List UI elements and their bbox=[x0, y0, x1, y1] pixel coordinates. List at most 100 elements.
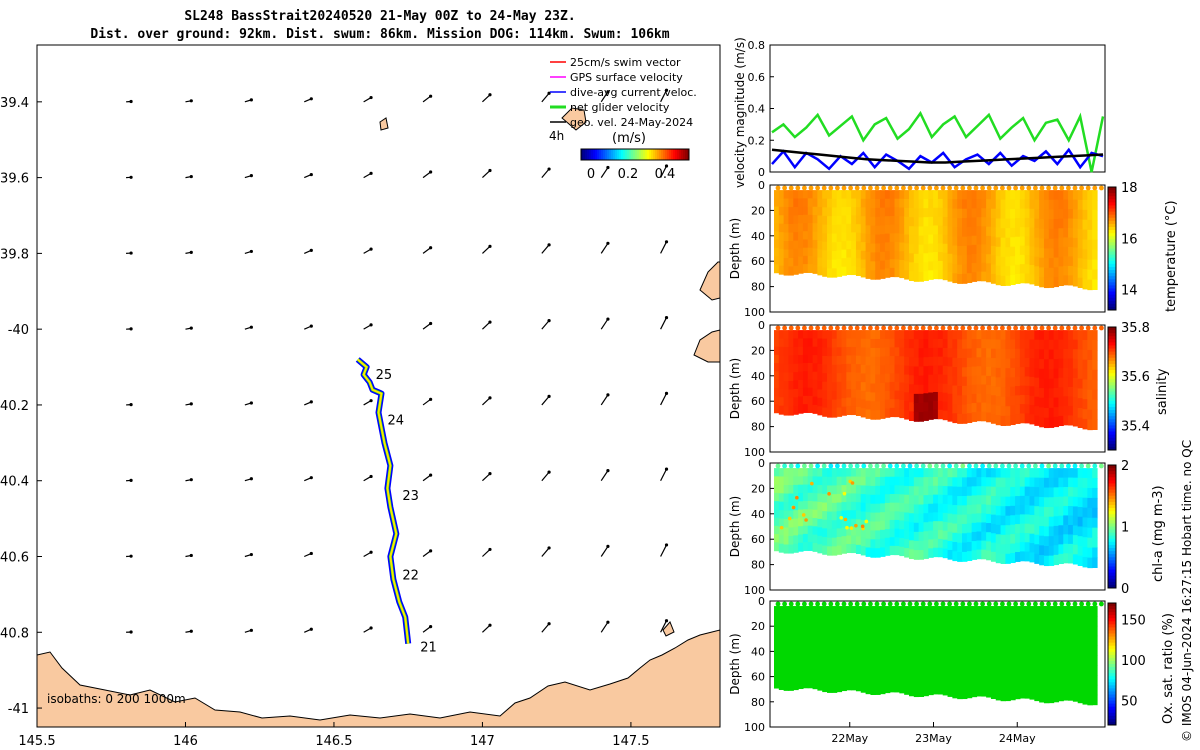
profile-cell bbox=[1005, 247, 1011, 258]
profile-cell bbox=[1019, 642, 1026, 653]
profile-cell bbox=[1048, 673, 1055, 684]
profile-cell bbox=[827, 649, 833, 659]
profile-cell bbox=[942, 252, 949, 263]
profile-y-tick-label: 60 bbox=[751, 395, 765, 408]
profile-cell bbox=[831, 224, 838, 235]
profile-cell bbox=[1087, 517, 1093, 529]
profile-cell bbox=[908, 217, 915, 227]
profile-cell bbox=[899, 242, 905, 252]
profile-cell bbox=[937, 374, 944, 384]
profile-cell bbox=[1092, 359, 1098, 371]
profile-cell bbox=[937, 198, 944, 209]
colorbar-cell bbox=[1108, 480, 1116, 484]
profile-cell bbox=[1034, 275, 1040, 286]
profile-cell bbox=[995, 468, 1002, 479]
profile-cell bbox=[904, 392, 910, 402]
profile-cell bbox=[1063, 624, 1069, 635]
profile-cell bbox=[923, 623, 929, 634]
profile-cell bbox=[1019, 236, 1026, 247]
profile-cell bbox=[952, 468, 958, 478]
surface-dot bbox=[960, 325, 966, 331]
profile-cell bbox=[880, 400, 886, 411]
profile-cell bbox=[1068, 515, 1074, 526]
surface-dot bbox=[927, 185, 933, 191]
profile-cell bbox=[812, 223, 818, 233]
colorbar-cell bbox=[1108, 508, 1116, 512]
profile-cell bbox=[1072, 606, 1079, 617]
profile-cell bbox=[899, 391, 905, 401]
profile-cell bbox=[827, 468, 833, 478]
chl-bloom-dot bbox=[864, 519, 869, 524]
profile-cell bbox=[1072, 644, 1079, 655]
profile-cell bbox=[976, 522, 982, 533]
profile-cell bbox=[1029, 552, 1035, 563]
profile-cell bbox=[807, 646, 814, 656]
colorbar-cell bbox=[1108, 270, 1116, 274]
profile-cell bbox=[778, 248, 785, 258]
profile-cell bbox=[1058, 228, 1064, 239]
geo-arrow-head bbox=[129, 327, 133, 331]
profile-cell bbox=[966, 468, 973, 478]
profile-cell bbox=[875, 548, 881, 558]
profile-cell bbox=[923, 632, 929, 643]
profile-cell bbox=[798, 346, 804, 356]
profile-cell bbox=[981, 549, 987, 560]
profile-cell bbox=[802, 371, 809, 381]
profile-cell bbox=[807, 330, 814, 339]
profile-cell bbox=[807, 484, 814, 494]
profile-cell bbox=[1092, 625, 1098, 637]
profile-cell bbox=[889, 241, 896, 252]
colorbar-cell bbox=[1108, 486, 1116, 491]
profile-cell bbox=[875, 252, 881, 262]
profile-cell bbox=[1019, 264, 1026, 275]
surface-dot bbox=[1006, 185, 1012, 191]
profile-cell bbox=[962, 551, 968, 562]
colorbar-cell bbox=[1108, 348, 1116, 353]
profile-cell bbox=[908, 650, 915, 661]
profile-cell bbox=[908, 366, 915, 376]
profile-cell bbox=[928, 685, 934, 696]
geo-arrow bbox=[660, 620, 668, 633]
surface-dot bbox=[914, 185, 919, 191]
map-y-tick-label: 39.8 bbox=[0, 247, 29, 262]
profile-cell bbox=[1005, 406, 1011, 417]
profile-cell bbox=[798, 330, 804, 339]
colorbar-cell bbox=[1108, 336, 1116, 340]
profile-cell bbox=[783, 493, 790, 503]
profile-cell bbox=[899, 382, 905, 392]
profile-cell bbox=[880, 216, 886, 226]
colorbar-cell bbox=[583, 149, 586, 160]
chl-bloom-dot bbox=[791, 505, 796, 510]
profile-cell bbox=[807, 371, 814, 381]
profile-cell bbox=[947, 660, 953, 670]
profile-cell bbox=[928, 530, 934, 541]
profile-cell bbox=[1000, 368, 1007, 379]
profile-cell bbox=[1024, 505, 1031, 516]
colorbar-cell bbox=[1108, 273, 1116, 277]
profile-cell bbox=[1092, 219, 1098, 231]
profile-cell bbox=[1010, 208, 1016, 219]
profile-cell bbox=[894, 648, 900, 659]
profile-cell bbox=[865, 684, 872, 695]
profile-cell bbox=[1015, 505, 1021, 516]
profile-cell bbox=[1024, 394, 1031, 405]
profile-cell bbox=[923, 540, 929, 550]
profile-cell bbox=[1043, 477, 1050, 489]
profile-cell bbox=[1005, 525, 1011, 536]
profile-cell bbox=[904, 468, 910, 478]
surface-dot bbox=[881, 325, 886, 331]
profile-cell bbox=[1034, 672, 1040, 683]
profile-cell bbox=[918, 615, 925, 625]
profile-cell bbox=[947, 357, 953, 368]
profile-cell bbox=[875, 530, 881, 540]
profile-cell bbox=[942, 521, 949, 532]
profile-cell bbox=[990, 633, 997, 644]
colorbar-cell bbox=[1108, 609, 1116, 613]
profile-cell bbox=[802, 247, 809, 257]
geo-arrow-head bbox=[664, 619, 669, 623]
profile-cell bbox=[1068, 681, 1074, 692]
profile-cell bbox=[971, 477, 978, 487]
profile-cell bbox=[860, 623, 867, 633]
profile-cell bbox=[952, 385, 958, 396]
profile-cell bbox=[918, 393, 925, 404]
